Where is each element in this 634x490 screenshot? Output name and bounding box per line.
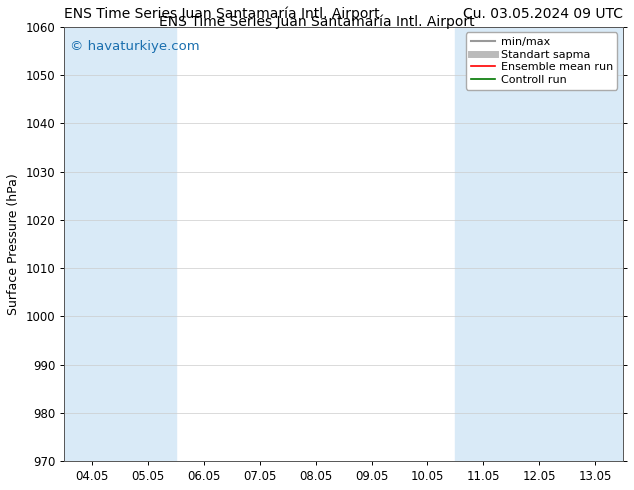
Bar <box>511 27 567 461</box>
Text: ENS Time Series Juan Santamaría Intl. Airport: ENS Time Series Juan Santamaría Intl. Ai… <box>159 15 475 29</box>
Text: ENS Time Series Juan Santamaría Intl. Airport: ENS Time Series Juan Santamaría Intl. Ai… <box>64 7 380 22</box>
Text: Cu. 03.05.2024 09 UTC: Cu. 03.05.2024 09 UTC <box>463 7 623 22</box>
Bar <box>120 27 176 461</box>
Bar <box>64 27 120 461</box>
Bar <box>455 27 511 461</box>
Legend: min/max, Standart sapma, Ensemble mean run, Controll run: min/max, Standart sapma, Ensemble mean r… <box>466 32 618 90</box>
Bar <box>567 27 623 461</box>
Y-axis label: Surface Pressure (hPa): Surface Pressure (hPa) <box>7 173 20 315</box>
Text: © havaturkiye.com: © havaturkiye.com <box>70 40 200 53</box>
